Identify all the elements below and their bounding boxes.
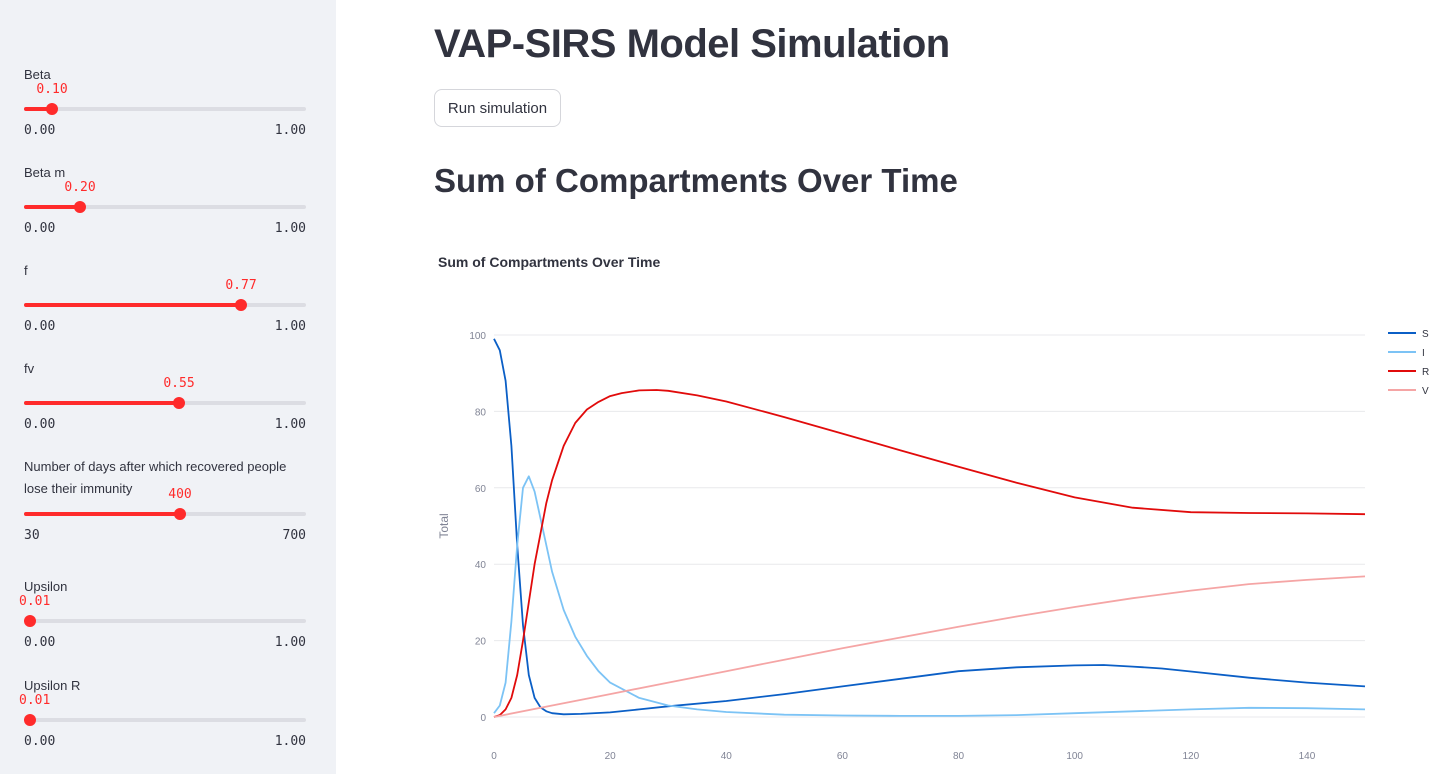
slider-track-wrap[interactable]: 0.01 [19,693,306,733]
series-line-S [493,338,1366,716]
slider-thumb[interactable] [74,201,86,213]
slider-max: 1.00 [274,417,306,432]
slider-max: 1.00 [274,221,306,236]
slider-max: 1.00 [274,319,306,334]
y-tick-label: 80 [475,407,487,418]
series-line-V [493,575,1366,718]
slider-label: f [24,263,28,278]
slider-thumb[interactable] [24,714,36,726]
series-line-R [493,389,1366,718]
y-axis-label: Total [437,513,451,538]
x-tick-label: 20 [605,751,617,762]
y-tick-label: 0 [480,713,486,724]
slider-fill [24,205,80,209]
legend-label-S: S [1422,329,1429,340]
slider-fill [24,401,179,405]
page-title: VAP-SIRS Model Simulation [434,22,950,66]
slider-2[interactable]: f 0.77 0.00 1.00 [24,260,306,334]
slider-min: 0.00 [24,734,56,749]
slider-label: fv [24,361,35,376]
slider-current-value: 0.01 [19,693,51,708]
slider-fill [24,107,52,111]
sidebar: Beta 0.10 0.00 1.00 Beta m 0.20 0.00 1.00 f 0.77 0… [0,0,336,774]
slider-4[interactable]: Number of days after which recovered peo… [24,456,306,543]
slider-min: 0.00 [24,221,56,236]
slider-1[interactable]: Beta m 0.20 0.00 1.00 [24,162,306,236]
slider-thumb[interactable] [173,397,185,409]
slider-label: Beta m [24,165,66,180]
slider-min: 30 [24,528,40,543]
legend-label-R: R [1422,367,1429,378]
slider-track-wrap[interactable]: 400 [24,487,306,527]
slider-current-value: 0.01 [19,594,51,609]
slider-track-wrap[interactable]: 0.20 [24,180,306,220]
slider-5[interactable]: Upsilon 0.01 0.00 1.00 [19,576,306,650]
slider-max: 1.00 [274,734,306,749]
slider-thumb[interactable] [24,615,36,627]
slider-max: 700 [282,528,306,543]
x-tick-label: 60 [837,751,849,762]
slider-current-value: 0.77 [225,278,257,293]
slider-track[interactable] [24,718,306,722]
slider-track[interactable] [24,205,306,209]
slider-range: 0.00 1.00 [24,221,306,236]
legend-label-V: V [1422,386,1429,397]
slider-thumb[interactable] [174,508,186,520]
y-tick-label: 60 [475,484,487,495]
slider-max: 1.00 [274,123,306,138]
y-tick-label: 20 [475,637,487,648]
section-title: Sum of Compartments Over Time [434,162,958,199]
slider-fill [24,303,241,307]
slider-track[interactable] [24,107,306,111]
slider-0[interactable]: Beta 0.10 0.00 1.00 [24,64,306,138]
slider-track-wrap[interactable]: 0.10 [24,82,306,122]
y-tick-label: 40 [475,560,487,571]
slider-current-value: 0.10 [36,82,68,97]
y-tick-label: 100 [469,331,486,342]
slider-min: 0.00 [24,319,56,334]
slider-fill [24,512,180,516]
slider-6[interactable]: Upsilon R 0.01 0.00 1.00 [19,675,306,749]
slider-min: 0.00 [24,417,56,432]
slider-current-value: 0.55 [163,376,195,391]
slider-label: Upsilon R [24,678,81,693]
slider-track-wrap[interactable]: 0.55 [24,376,306,416]
slider-track-wrap[interactable]: 0.77 [24,278,306,318]
slider-range: 30 700 [24,528,306,543]
slider-range: 0.00 1.00 [24,734,306,749]
slider-min: 0.00 [24,123,56,138]
slider-3[interactable]: fv 0.55 0.00 1.00 [24,358,306,432]
slider-label: Beta [24,67,51,82]
slider-label: Upsilon [24,579,68,594]
x-tick-label: 40 [721,751,733,762]
slider-track-wrap[interactable]: 0.01 [19,594,306,634]
slider-max: 1.00 [274,635,306,650]
slider-track[interactable] [24,619,306,623]
slider-thumb[interactable] [46,103,58,115]
run-simulation-button[interactable]: Run simulation [434,89,561,127]
slider-current-value: 400 [168,487,192,502]
slider-range: 0.00 1.00 [24,123,306,138]
slider-label: Number of days after which recovered peo… [24,459,287,496]
x-tick-label: 80 [953,751,965,762]
slider-range: 0.00 1.00 [24,319,306,334]
x-tick-label: 140 [1299,751,1316,762]
slider-thumb[interactable] [235,299,247,311]
x-tick-label: 0 [491,751,497,762]
slider-min: 0.00 [24,635,56,650]
slider-range: 0.00 1.00 [24,635,306,650]
chart-title: Sum of Compartments Over Time [438,254,661,270]
x-tick-label: 100 [1066,751,1083,762]
x-tick-label: 120 [1182,751,1199,762]
legend-label-I: I [1422,348,1425,359]
series-line-I [493,475,1366,717]
slider-current-value: 0.20 [64,180,96,195]
slider-range: 0.00 1.00 [24,417,306,432]
